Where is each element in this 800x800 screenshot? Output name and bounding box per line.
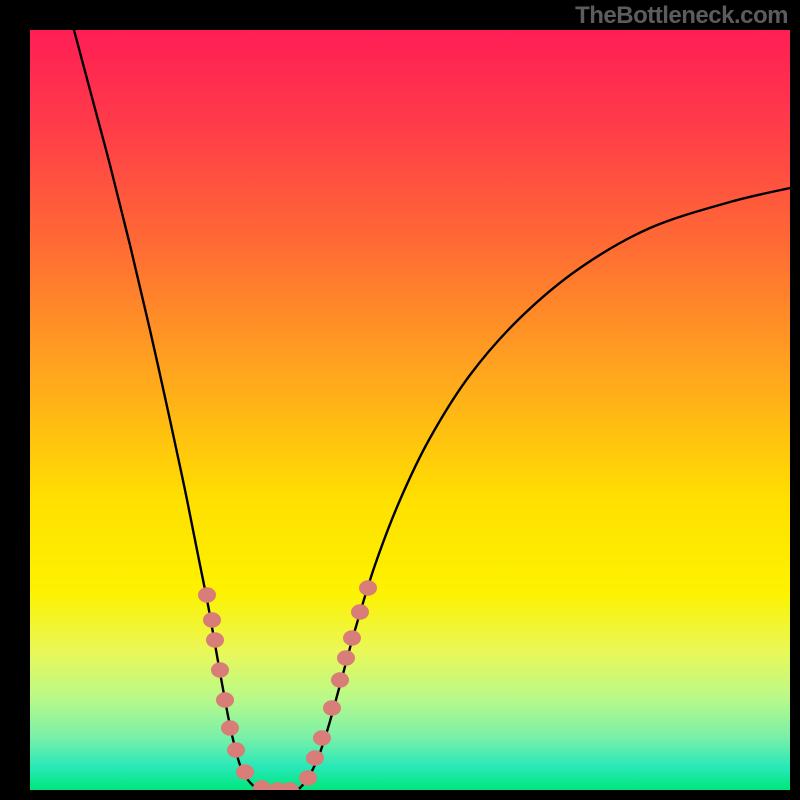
marker-point bbox=[314, 731, 331, 745]
marker-point bbox=[254, 781, 271, 790]
markers-group bbox=[199, 581, 377, 790]
marker-point bbox=[212, 663, 229, 677]
marker-point bbox=[228, 743, 245, 757]
marker-point bbox=[307, 751, 324, 765]
curves-group bbox=[74, 30, 790, 790]
curve-left_branch bbox=[74, 30, 256, 788]
marker-point bbox=[237, 765, 254, 779]
marker-point bbox=[344, 631, 361, 645]
marker-point bbox=[360, 581, 377, 595]
marker-point bbox=[324, 701, 341, 715]
marker-point bbox=[282, 783, 299, 790]
marker-point bbox=[217, 693, 234, 707]
marker-point bbox=[222, 721, 239, 735]
marker-point bbox=[199, 588, 216, 602]
plot-area bbox=[30, 30, 790, 790]
watermark-text: TheBottleneck.com bbox=[575, 2, 788, 30]
marker-point bbox=[300, 771, 317, 785]
marker-point bbox=[338, 651, 355, 665]
curve-right_branch bbox=[300, 188, 790, 788]
marker-point bbox=[204, 613, 221, 627]
marker-point bbox=[207, 633, 224, 647]
marker-point bbox=[352, 605, 369, 619]
marker-point bbox=[332, 673, 349, 687]
curve-layer bbox=[30, 30, 790, 790]
